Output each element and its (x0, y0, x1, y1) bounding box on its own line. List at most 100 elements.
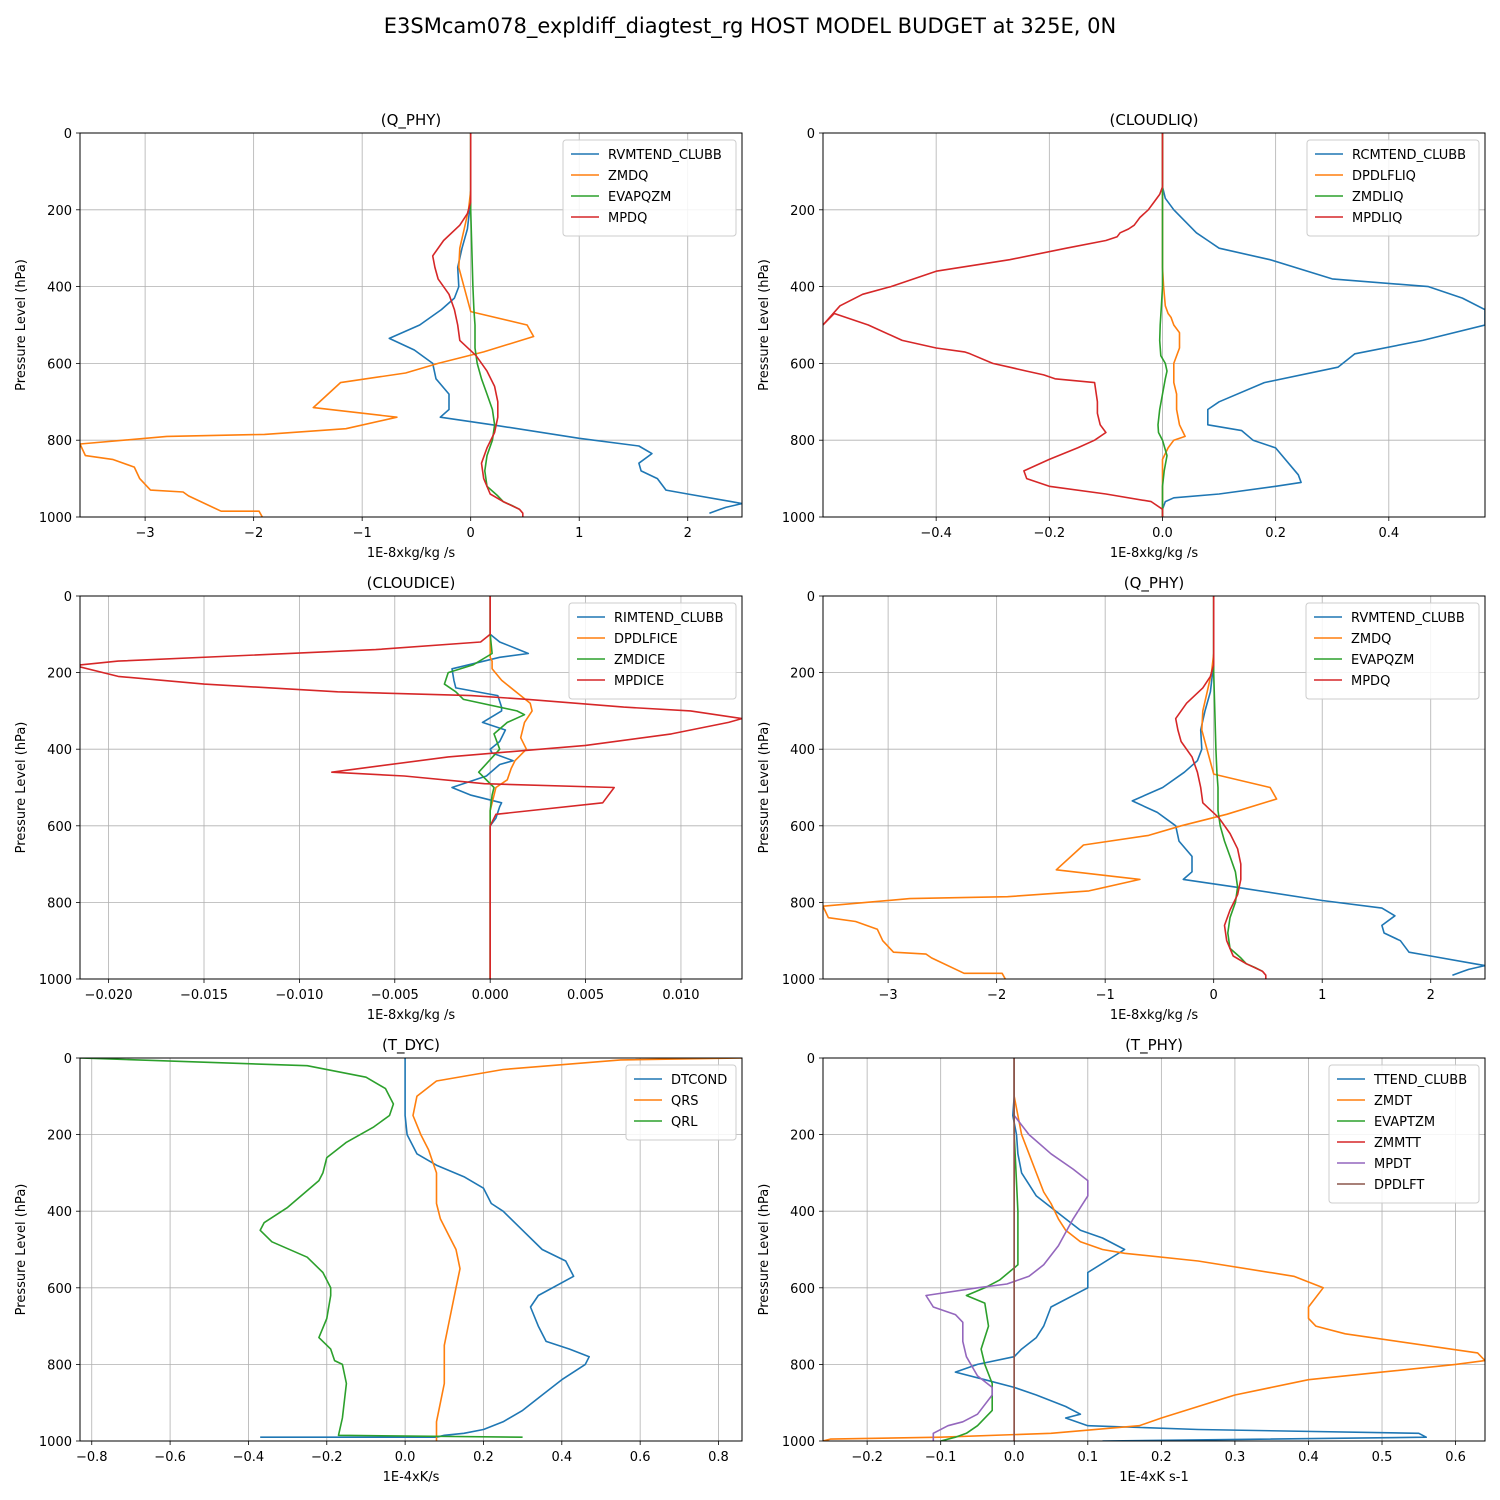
legend-entry: ZMDICE (614, 653, 665, 668)
y-tick-label: 800 (47, 1358, 72, 1373)
y-tick-label: 800 (790, 434, 815, 449)
x-tick-label: 2 (684, 526, 692, 541)
x-tick-label: 0 (467, 526, 475, 541)
y-tick-label: 0 (64, 590, 72, 605)
x-axis-label: 1E-4xK s-1 (1119, 1470, 1189, 1485)
axes-frame (79, 595, 743, 980)
legend-box (1328, 1064, 1480, 1204)
y-tick-label: 400 (47, 743, 72, 758)
y-tick-label: 1000 (782, 973, 815, 988)
legend: RCMTEND_CLUBB DPDLFLIQ ZMDLIQ MPDLIQ (1306, 139, 1480, 237)
y-axis-label: Pressure Level (hPa) (757, 722, 772, 854)
x-tick-label: 0.0 (1152, 526, 1173, 541)
series-line-dpdlfliq (1161, 133, 1186, 517)
x-tick-label: 0.010 (662, 988, 699, 1003)
legend-entry: RIMTEND_CLUBB (614, 611, 724, 626)
x-tick-label: 0.5 (1372, 1450, 1393, 1465)
legend-entry: MPDLIQ (1352, 211, 1402, 226)
subplot-title: (T_DYC) (382, 1036, 440, 1055)
subplot-4: −3 −2 −1 0 1 2 0 200 400 600 800 1000 (Q_PHY) 1E-8xkg… (757, 574, 1486, 1023)
y-tick-label: 400 (47, 281, 72, 296)
x-tick-label: 0.2 (1265, 526, 1286, 541)
x-tick-label: 0 (1210, 988, 1218, 1003)
legend-box (1306, 139, 1480, 237)
subplot-title: (CLOUDICE) (367, 574, 456, 592)
legend-entry: TTEND_CLUBB (1373, 1073, 1467, 1088)
y-tick-label: 200 (790, 204, 815, 219)
x-tick-label: −0.2 (311, 1450, 343, 1465)
y-tick-label: 400 (790, 281, 815, 296)
series-line-zmdq (823, 596, 1278, 979)
x-tick-label: 0.2 (1151, 1450, 1172, 1465)
legend-entry: ZMDLIQ (1352, 190, 1403, 205)
y-axis-label: Pressure Level (hPa) (757, 259, 772, 391)
x-tick-label: 0.8 (708, 1450, 729, 1465)
legend-entry: ZMMTT (1374, 1136, 1421, 1151)
x-tick-label: −0.010 (275, 988, 323, 1003)
legend-entry: ZMDT (1374, 1094, 1412, 1109)
x-axis-label: 1E-8xkg/kg /s (1110, 546, 1199, 561)
x-axis-label: 1E-8xkg/kg /s (367, 546, 456, 561)
y-tick-label: 600 (790, 820, 815, 835)
y-tick-label: 600 (47, 820, 72, 835)
series-line-evapqzm (1212, 596, 1263, 973)
legend: DTCOND QRS QRL (625, 1064, 737, 1141)
x-tick-label: −0.020 (85, 988, 133, 1003)
axes-frame (79, 132, 743, 518)
y-tick-label: 0 (807, 127, 815, 142)
y-tick-label: 600 (790, 357, 815, 372)
legend-entry: DPDLFLIQ (1352, 169, 1416, 184)
y-axis-label: Pressure Level (hPa) (14, 259, 29, 391)
legend-entry: ZMDQ (608, 169, 648, 184)
axes-frame (822, 1057, 1486, 1442)
y-tick-label: 400 (47, 1205, 72, 1220)
x-tick-label: −0.4 (920, 526, 952, 541)
x-tick-label: 0.2 (473, 1450, 494, 1465)
x-tick-label: −2 (987, 988, 1006, 1003)
x-tick-label: −0.015 (180, 988, 228, 1003)
y-tick-label: 1000 (782, 511, 815, 526)
x-tick-label: 0.0 (395, 1450, 416, 1465)
series-line-zmdliq (1157, 133, 1168, 517)
x-tick-label: −0.4 (233, 1450, 265, 1465)
y-tick-label: 200 (790, 667, 815, 682)
legend-entry: EVAPQZM (1351, 653, 1414, 668)
x-tick-label: 0.4 (551, 1450, 572, 1465)
y-tick-label: 800 (47, 434, 72, 449)
x-tick-label: −0.005 (371, 988, 419, 1003)
legend-entry: QRL (671, 1115, 698, 1130)
y-tick-label: 600 (47, 1282, 72, 1297)
legend-box (562, 139, 737, 237)
x-axis-label: 1E-8xkg/kg /s (1110, 1008, 1199, 1023)
x-tick-label: −0.8 (76, 1450, 108, 1465)
y-tick-label: 800 (790, 896, 815, 911)
legend-box (1305, 602, 1480, 700)
subplot-6: −0.2 −0.1 0.0 0.1 0.2 0.3 0.4 0.5 0.6 0 200 400 600 8… (757, 1036, 1486, 1485)
x-axis-label: 1E-4xK/s (383, 1470, 440, 1485)
x-tick-label: −0.2 (851, 1450, 883, 1465)
series-line-mpdq (1174, 596, 1267, 979)
series-line-ttend-clubb (954, 1058, 1427, 1441)
legend-entry: MPDQ (1351, 674, 1390, 689)
y-tick-label: 0 (807, 1052, 815, 1067)
series-line-rcmtend-clubb (1161, 133, 1485, 517)
y-tick-label: 1000 (39, 1435, 72, 1450)
legend: TTEND_CLUBB ZMDT EVAPTZM ZMMTT MPDT DPDLFT (1328, 1064, 1480, 1204)
x-tick-label: 0.4 (1378, 526, 1399, 541)
legend-entry: RVMTEND_CLUBB (1351, 611, 1465, 626)
series-line-dpdlfice (489, 596, 533, 979)
axes-frame (822, 132, 1486, 518)
series-line-zmdice (443, 596, 526, 979)
figure-title: E3SMcam078_expldiff_diagtest_rg HOST MOD… (383, 14, 1117, 38)
legend-entry: EVAPTZM (1374, 1115, 1435, 1130)
legend-entry: DPDLFT (1374, 1178, 1424, 1193)
y-tick-label: 1000 (782, 1435, 815, 1450)
y-tick-label: 400 (790, 743, 815, 758)
series-line-zmdt (823, 1058, 1485, 1441)
x-tick-label: −0.6 (154, 1450, 186, 1465)
y-tick-label: 200 (47, 667, 72, 682)
legend-entry: MPDT (1374, 1157, 1411, 1172)
legend-box (568, 602, 737, 700)
x-tick-label: 0.3 (1225, 1450, 1246, 1465)
